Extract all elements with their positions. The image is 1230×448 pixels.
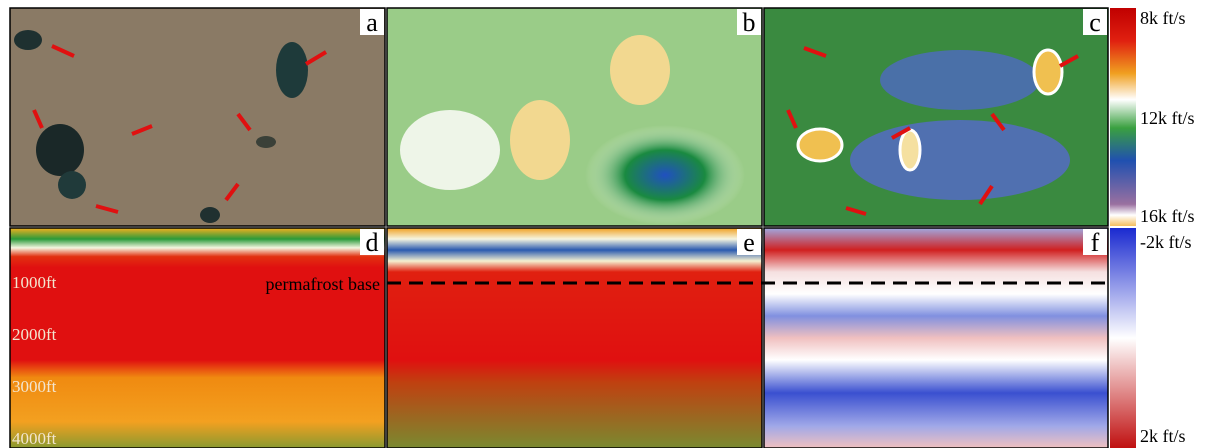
panel-c-image — [764, 8, 1108, 226]
panel-b-image — [387, 8, 762, 226]
colorbar-label: 12k ft/s — [1140, 108, 1195, 128]
panel-label: e — [743, 228, 755, 257]
depth-label: 1000ft — [12, 273, 57, 292]
panel-label: b — [743, 8, 756, 37]
annotation: permafrost base — [266, 274, 380, 294]
depth-label: 4000ft — [12, 429, 57, 448]
panel-label: a — [366, 8, 378, 37]
panel-d-image — [10, 228, 385, 448]
panel-label: f — [1091, 228, 1100, 257]
depth-label: 3000ft — [12, 377, 57, 396]
colorbar-label: 8k ft/s — [1140, 8, 1186, 28]
panel-a-image — [10, 8, 385, 226]
panel-f-image — [764, 228, 1108, 448]
colorbar-label: -2k ft/s — [1140, 232, 1192, 252]
colorbar-label: 2k ft/s — [1140, 426, 1186, 446]
panel-label: d — [366, 228, 379, 257]
depth-label: 2000ft — [12, 325, 57, 344]
colorbar-top — [1110, 8, 1136, 226]
panel-e-image — [387, 228, 762, 448]
colorbar-bottom — [1110, 228, 1136, 448]
figure: a b c d e f 1000ft 2000ft 3000ft 4000ft … — [0, 0, 1230, 448]
panel-label: c — [1089, 8, 1101, 37]
colorbar-label: 16k ft/s — [1140, 206, 1195, 226]
